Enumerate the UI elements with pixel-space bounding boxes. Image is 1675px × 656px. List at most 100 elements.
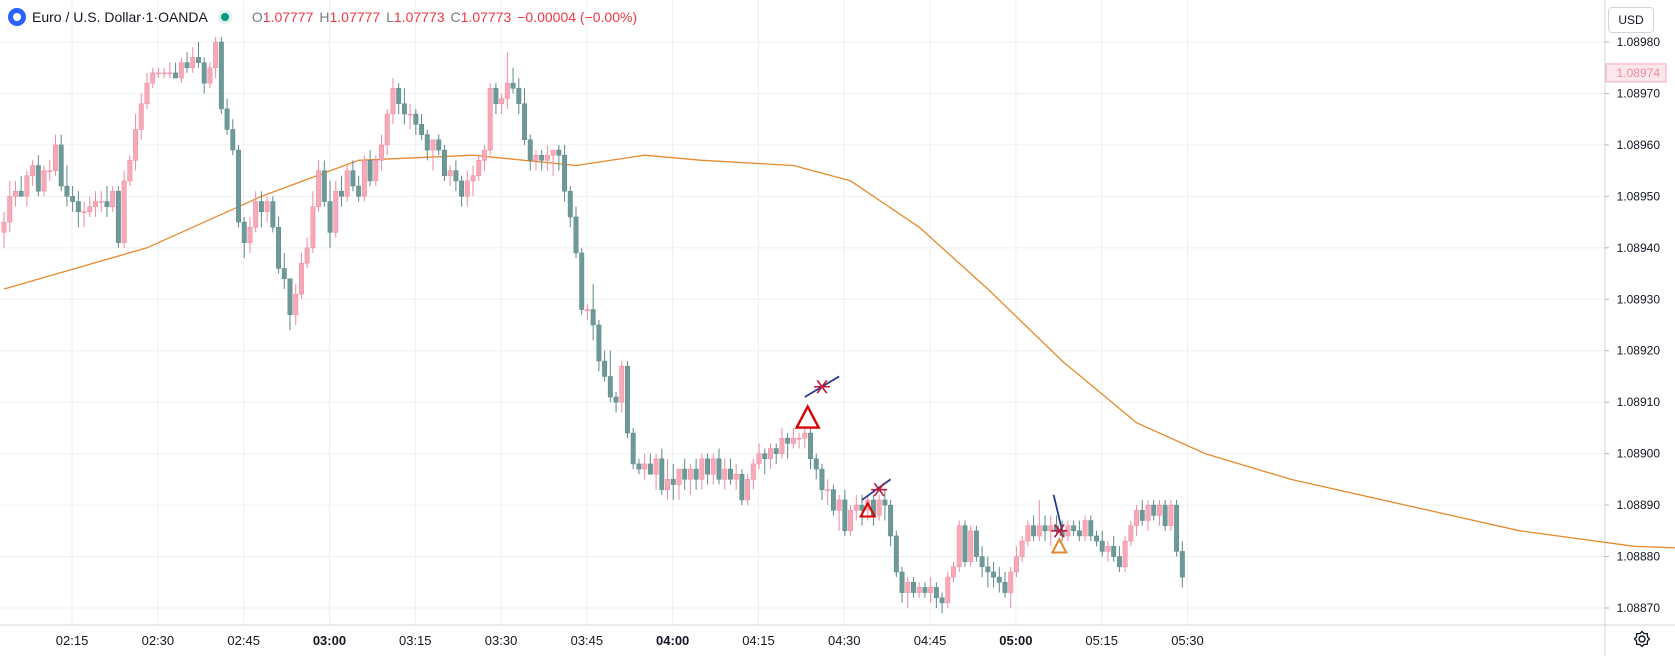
- candle-body[interactable]: [264, 201, 270, 213]
- candle-body[interactable]: [196, 57, 201, 63]
- signal-triangle[interactable]: [1050, 537, 1068, 554]
- candle-body[interactable]: [727, 468, 733, 480]
- candle-body[interactable]: [928, 587, 934, 593]
- candle-body[interactable]: [699, 458, 705, 480]
- candle-body[interactable]: [579, 252, 585, 310]
- currency-button[interactable]: USD: [1608, 7, 1654, 33]
- candle-body[interactable]: [138, 103, 144, 130]
- candle-body[interactable]: [1, 221, 7, 233]
- candle-body[interactable]: [939, 597, 945, 604]
- candle-body[interactable]: [1048, 525, 1054, 532]
- candle-body[interactable]: [665, 479, 670, 490]
- candle-body[interactable]: [973, 530, 979, 557]
- candle-body[interactable]: [945, 576, 951, 604]
- candle-body[interactable]: [893, 535, 899, 573]
- candle-body[interactable]: [687, 468, 693, 480]
- candle-body[interactable]: [1025, 525, 1031, 542]
- candle-body[interactable]: [584, 309, 590, 311]
- candle-body[interactable]: [1099, 540, 1105, 552]
- candle-body[interactable]: [127, 160, 133, 182]
- candle-body[interactable]: [647, 463, 653, 475]
- candle-body[interactable]: [768, 448, 773, 460]
- candle-body[interactable]: [447, 170, 453, 177]
- candle-body[interactable]: [218, 41, 224, 110]
- candle-body[interactable]: [682, 468, 688, 480]
- candle-body[interactable]: [167, 72, 173, 75]
- candle-body[interactable]: [979, 556, 985, 568]
- candle-body[interactable]: [819, 468, 825, 490]
- candle-body[interactable]: [1151, 504, 1157, 516]
- candle-body[interactable]: [499, 98, 505, 104]
- candle-body[interactable]: [53, 144, 58, 171]
- candle-body[interactable]: [1042, 525, 1048, 532]
- candle-body[interactable]: [1031, 525, 1037, 537]
- candle-body[interactable]: [24, 175, 30, 197]
- candle-body[interactable]: [367, 160, 373, 182]
- candle-body[interactable]: [556, 149, 562, 156]
- candle-body[interactable]: [144, 82, 150, 104]
- candle-body[interactable]: [390, 88, 396, 115]
- candle-body[interactable]: [968, 530, 974, 562]
- candle-body[interactable]: [316, 170, 322, 207]
- candle-body[interactable]: [533, 154, 539, 161]
- candle-body[interactable]: [693, 468, 699, 480]
- candle-body[interactable]: [527, 139, 533, 161]
- candle-body[interactable]: [178, 62, 184, 79]
- candle-body[interactable]: [550, 149, 556, 156]
- candle-body[interactable]: [321, 170, 327, 202]
- candle-body[interactable]: [916, 587, 922, 593]
- candle-body[interactable]: [253, 201, 259, 228]
- candle-body[interactable]: [1111, 546, 1117, 557]
- candle-body[interactable]: [155, 72, 161, 75]
- candle-body[interactable]: [911, 582, 916, 593]
- candle-body[interactable]: [356, 185, 362, 197]
- candle-body[interactable]: [573, 216, 579, 254]
- candle-body[interactable]: [670, 479, 676, 485]
- candle-body[interactable]: [281, 268, 287, 279]
- candle-body[interactable]: [247, 226, 253, 243]
- candle-body[interactable]: [790, 437, 796, 444]
- signal-triangle[interactable]: [859, 501, 877, 518]
- candle-body[interactable]: [487, 88, 493, 151]
- candle-body[interactable]: [270, 201, 276, 228]
- candle-body[interactable]: [956, 525, 962, 568]
- candle-body[interactable]: [625, 365, 630, 434]
- candle-body[interactable]: [258, 201, 264, 213]
- candle-body[interactable]: [991, 571, 997, 578]
- candle-body[interactable]: [121, 180, 127, 243]
- candle-body[interactable]: [705, 458, 711, 475]
- candle-body[interactable]: [310, 206, 316, 249]
- candle-body[interactable]: [441, 149, 447, 177]
- candle-body[interactable]: [7, 196, 13, 223]
- candle-body[interactable]: [1179, 551, 1185, 578]
- candle-body[interactable]: [304, 247, 310, 264]
- candle-body[interactable]: [933, 587, 939, 598]
- candle-body[interactable]: [379, 144, 384, 161]
- candle-body[interactable]: [1134, 509, 1140, 526]
- candle-body[interactable]: [407, 113, 413, 116]
- candle-body[interactable]: [848, 509, 854, 532]
- candle-body[interactable]: [796, 437, 802, 440]
- candle-body[interactable]: [510, 82, 516, 89]
- candle-body[interactable]: [773, 448, 779, 454]
- candle-body[interactable]: [70, 196, 76, 202]
- candle-body[interactable]: [716, 458, 722, 480]
- candle-body[interactable]: [613, 396, 619, 403]
- candle-body[interactable]: [476, 160, 482, 177]
- candle-body[interactable]: [642, 463, 648, 470]
- candle-body[interactable]: [882, 499, 888, 506]
- candle-body[interactable]: [1036, 525, 1042, 537]
- candle-body[interactable]: [230, 129, 236, 151]
- candle-body[interactable]: [419, 124, 425, 135]
- candle-body[interactable]: [401, 103, 407, 115]
- candle-body[interactable]: [327, 201, 333, 233]
- candle-body[interactable]: [1139, 509, 1145, 521]
- candle-body[interactable]: [482, 149, 487, 161]
- candle-body[interactable]: [1128, 525, 1134, 542]
- candle-body[interactable]: [18, 190, 24, 197]
- candle-body[interactable]: [602, 360, 608, 377]
- candle-body[interactable]: [298, 263, 304, 295]
- candle-body[interactable]: [922, 587, 928, 593]
- candle-body[interactable]: [236, 149, 241, 223]
- current-price-badge[interactable]: [1605, 63, 1667, 83]
